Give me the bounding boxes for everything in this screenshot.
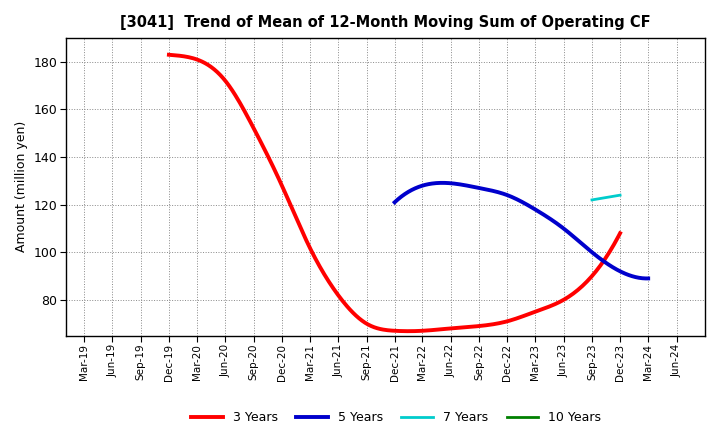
Title: [3041]  Trend of Mean of 12-Month Moving Sum of Operating CF: [3041] Trend of Mean of 12-Month Moving … bbox=[120, 15, 651, 30]
Y-axis label: Amount (million yen): Amount (million yen) bbox=[15, 121, 28, 253]
Legend: 3 Years, 5 Years, 7 Years, 10 Years: 3 Years, 5 Years, 7 Years, 10 Years bbox=[186, 407, 606, 429]
